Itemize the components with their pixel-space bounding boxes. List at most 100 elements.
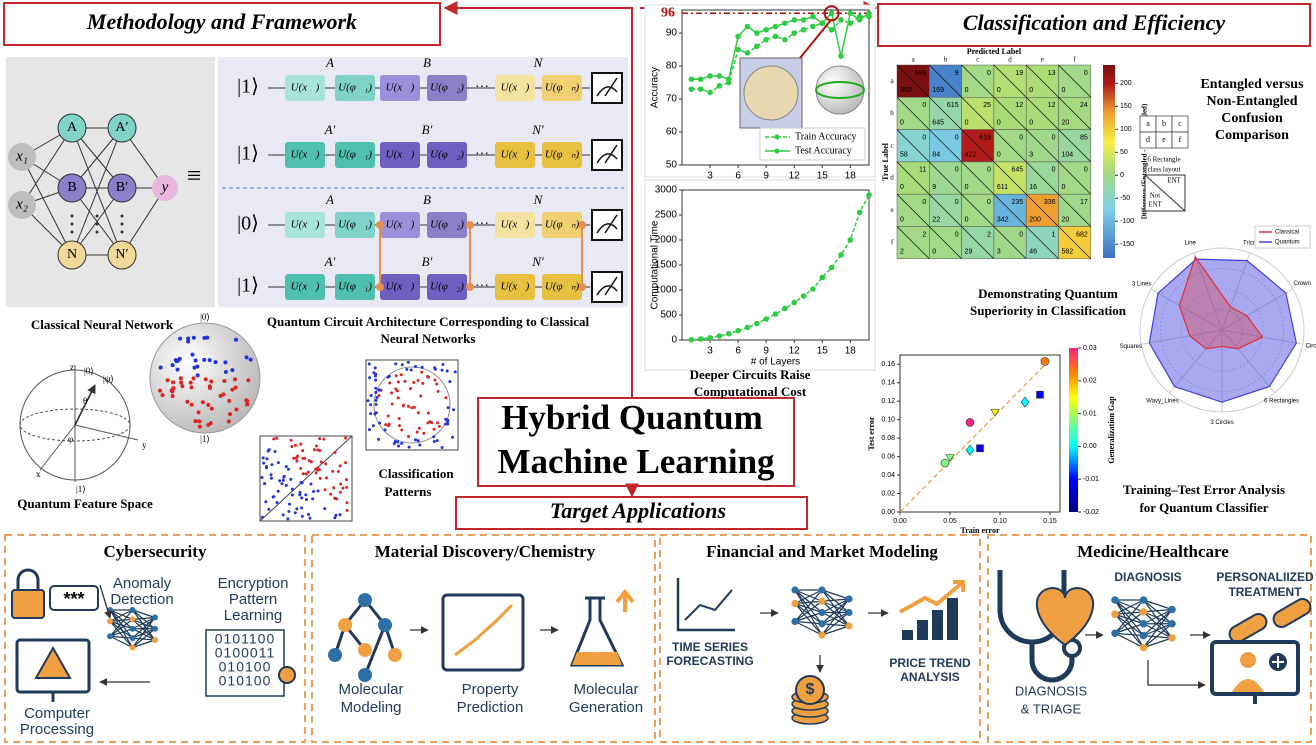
sample-point <box>422 431 426 435</box>
y-axis-label: True Label <box>881 142 890 181</box>
nn-edge <box>794 602 823 614</box>
sample-point <box>373 366 377 370</box>
label: U(φ⃗ₙ) <box>545 82 580 94</box>
sample-point <box>298 490 302 494</box>
point <box>725 330 732 337</box>
sample-point <box>341 486 345 490</box>
caption: Neural Networks <box>381 331 476 346</box>
sample-point <box>437 425 441 429</box>
point <box>810 13 816 20</box>
sample-point <box>419 394 423 398</box>
x-tick-label: f <box>1073 56 1076 64</box>
node <box>57 113 87 143</box>
label: U(φ⃗ₙ) <box>545 219 580 231</box>
sample-point <box>158 388 163 393</box>
cell-value: 0 <box>997 152 1001 159</box>
nn-edge <box>821 611 850 627</box>
trend <box>454 603 514 657</box>
sample-point <box>244 355 249 360</box>
sample-point <box>426 375 430 379</box>
sample-point <box>415 430 419 434</box>
sample-point <box>432 427 436 431</box>
nn-edge <box>794 603 823 625</box>
node <box>107 173 137 203</box>
nn-node <box>791 586 799 594</box>
sample-point <box>334 497 338 501</box>
coin-top <box>795 675 825 705</box>
edge <box>21 127 73 206</box>
dot <box>120 214 124 218</box>
gate <box>495 274 535 300</box>
colorbar <box>1069 348 1078 512</box>
point <box>800 293 807 299</box>
layout-cell <box>1171 131 1189 149</box>
label: B <box>423 55 431 70</box>
label: U(x⃗) <box>386 281 415 293</box>
password-box <box>49 585 99 611</box>
cell-diagonal <box>1058 193 1092 227</box>
point <box>697 336 704 342</box>
flask-liquid <box>572 652 622 665</box>
gate <box>495 75 535 101</box>
sample-point <box>275 500 279 504</box>
label: Molecular <box>573 681 638 698</box>
nn-node <box>129 644 136 651</box>
point <box>866 10 872 17</box>
point <box>838 53 844 59</box>
sample-point <box>390 402 394 406</box>
point <box>697 76 704 83</box>
sample-point <box>188 380 193 385</box>
sample-point <box>160 393 165 398</box>
point <box>763 26 769 33</box>
label: b <box>1162 119 1166 128</box>
atom <box>338 618 352 632</box>
cell-value: 0 <box>955 231 959 238</box>
point <box>754 320 760 327</box>
gate <box>427 212 467 238</box>
point <box>772 23 779 30</box>
colorbar-label: -50 <box>1120 195 1130 202</box>
label: x₁ <box>15 148 28 164</box>
ellipsis: ··· <box>475 217 489 232</box>
app-title: Medicine/Healthcare <box>1077 542 1229 561</box>
y-tick-label: a <box>890 77 894 85</box>
sample-point <box>432 435 436 439</box>
measurement <box>591 271 623 303</box>
caption: Training–Test Error Analysis <box>1123 482 1285 497</box>
dot <box>120 222 124 226</box>
nn-edge <box>1114 599 1144 613</box>
measurement <box>591 139 623 171</box>
sample-point <box>245 399 250 404</box>
colorbar-label: -0.01 <box>1083 476 1099 483</box>
point <box>688 86 695 92</box>
dot <box>70 214 74 218</box>
sample-point <box>410 406 414 410</box>
cell-value: 17 <box>1080 199 1088 206</box>
ent-diagonal <box>1144 174 1186 212</box>
nn-edge <box>794 589 823 602</box>
cell-diagonal <box>896 129 930 163</box>
sample-point <box>191 335 196 340</box>
x-tick-label: c <box>976 56 979 64</box>
nn-edge <box>1143 637 1173 649</box>
label: y <box>142 440 147 450</box>
sample-point <box>384 423 388 427</box>
label: Detection <box>110 591 173 608</box>
cell-value: 0 <box>987 199 991 206</box>
sample-point <box>306 512 310 516</box>
sample-point <box>444 422 448 426</box>
cell-diagonal <box>1025 97 1059 130</box>
bar-icon <box>902 630 913 640</box>
cell-diagonal <box>993 64 1027 98</box>
label: N′ <box>531 254 544 269</box>
label: Learning <box>224 607 282 624</box>
sample-point <box>304 497 308 501</box>
nn-edge <box>1143 599 1173 625</box>
sample-point <box>414 438 418 442</box>
sample-point <box>292 456 296 460</box>
caption: Patterns <box>385 484 432 499</box>
label: c <box>1178 119 1182 128</box>
control <box>578 221 586 229</box>
sample-point <box>289 438 293 442</box>
sample-point <box>402 403 406 407</box>
